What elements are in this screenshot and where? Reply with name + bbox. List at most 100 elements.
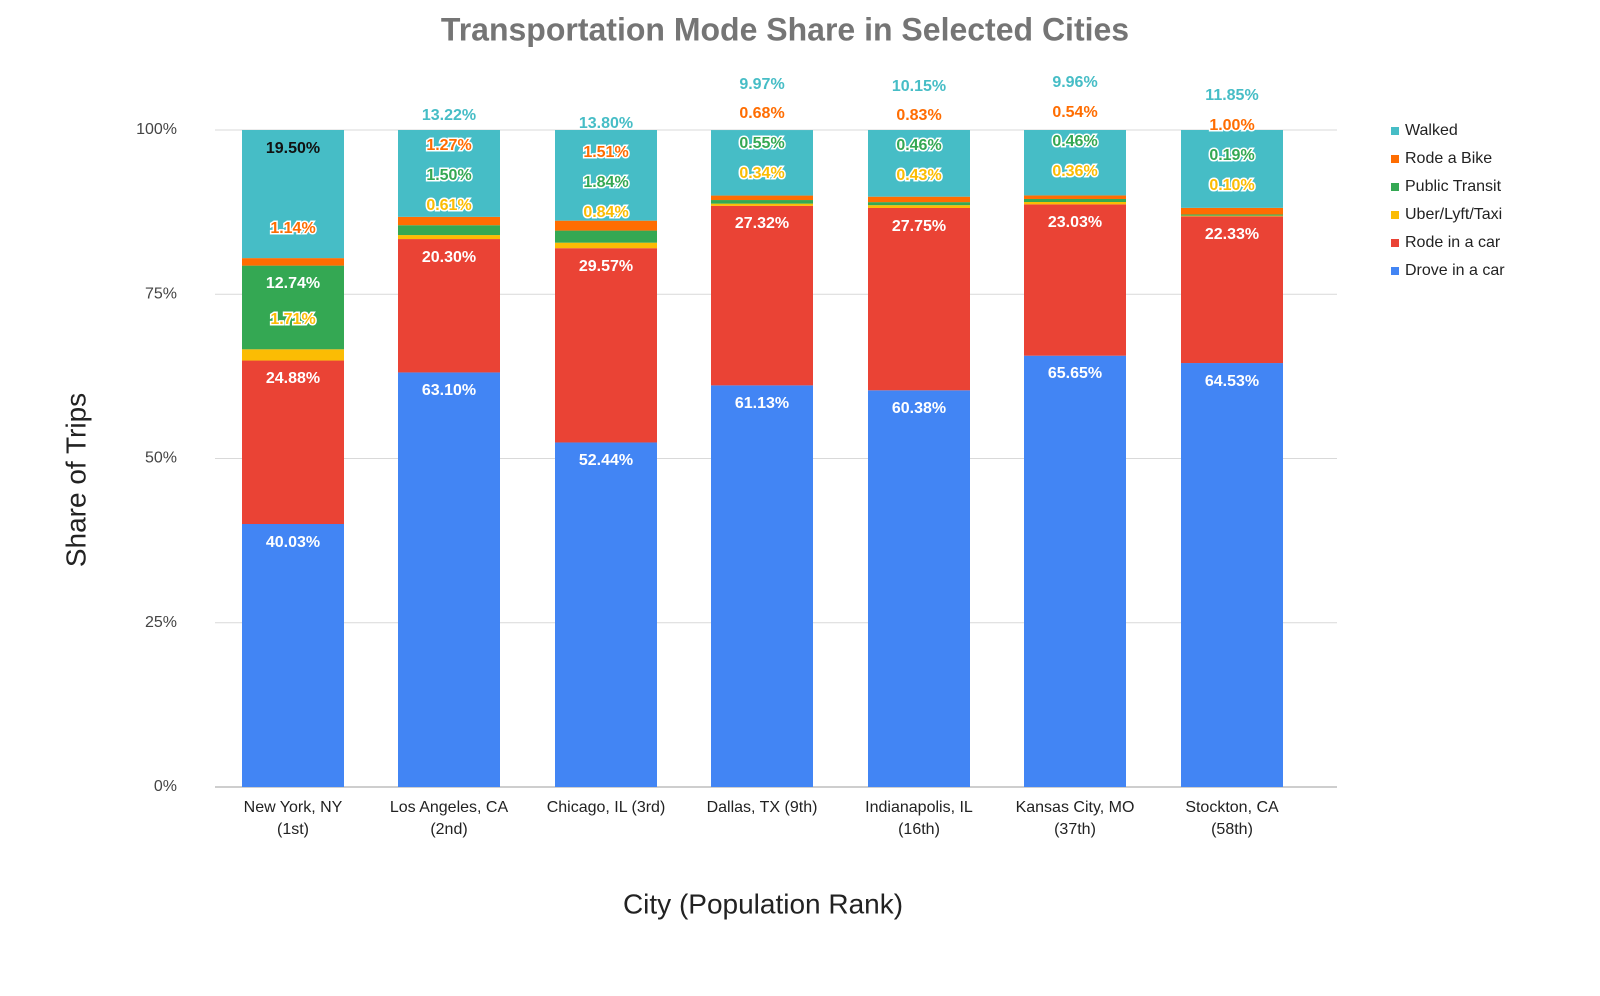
y-tick-label: 100% bbox=[136, 121, 177, 138]
x-tick-label: Indianapolis, IL bbox=[865, 799, 973, 816]
data-label: 0.54% bbox=[1052, 104, 1097, 121]
x-tick-label: Chicago, IL (3rd) bbox=[547, 799, 666, 816]
bar-segment-drove-in-a-car[interactable] bbox=[1024, 355, 1126, 787]
x-tick-label: Stockton, CA bbox=[1185, 799, 1279, 816]
data-label: 0.43% bbox=[896, 167, 941, 184]
legend-label: Walked bbox=[1405, 122, 1458, 139]
legend-item[interactable]: Uber/Lyft/Taxi bbox=[1391, 206, 1502, 223]
bar-segment-public-transit[interactable] bbox=[398, 225, 500, 236]
data-label: 0.84% bbox=[583, 204, 628, 221]
data-label: 40.03% bbox=[266, 534, 320, 551]
x-tick-label: (16th) bbox=[898, 821, 940, 838]
y-tick-label: 50% bbox=[145, 450, 177, 467]
x-tick-label: Dallas, TX (9th) bbox=[707, 799, 818, 816]
data-label: 19.50% bbox=[266, 140, 320, 157]
bar-segment-walked[interactable] bbox=[868, 130, 970, 197]
data-label: 10.15% bbox=[892, 78, 946, 95]
legend-swatch bbox=[1391, 155, 1399, 163]
bar-segment-uber-lyft-taxi[interactable] bbox=[1181, 215, 1283, 217]
x-tick-label: (1st) bbox=[277, 821, 309, 838]
bar-segment-walked[interactable] bbox=[398, 130, 500, 217]
data-label: 1.51% bbox=[583, 144, 628, 161]
bar-segment-uber-lyft-taxi[interactable] bbox=[711, 203, 813, 206]
legend-item[interactable]: Walked bbox=[1391, 122, 1458, 139]
bar-segment-rode-a-bike[interactable] bbox=[555, 220, 657, 231]
bar-segment-public-transit[interactable] bbox=[555, 230, 657, 243]
bar-segment-rode-a-bike[interactable] bbox=[711, 195, 813, 201]
bar-segment-walked[interactable] bbox=[1024, 130, 1126, 196]
data-label: 0.55% bbox=[739, 135, 784, 152]
x-tick-label: Kansas City, MO bbox=[1016, 799, 1135, 816]
bar-segment-rode-a-bike[interactable] bbox=[1024, 195, 1126, 199]
legend-label: Uber/Lyft/Taxi bbox=[1405, 206, 1502, 223]
data-label: 1.71% bbox=[270, 311, 315, 328]
bar-segment-rode-in-a-car[interactable] bbox=[398, 239, 500, 373]
data-label: 0.36% bbox=[1052, 163, 1097, 180]
data-label: 27.75% bbox=[892, 218, 946, 235]
data-label: 1.14% bbox=[270, 220, 315, 237]
data-label: 0.46% bbox=[896, 137, 941, 154]
data-label: 0.61% bbox=[426, 197, 471, 214]
bar-segment-drove-in-a-car[interactable] bbox=[1181, 363, 1283, 787]
data-label: 0.46% bbox=[1052, 133, 1097, 150]
legend-item[interactable]: Rode a Bike bbox=[1391, 150, 1492, 167]
bar-segment-public-transit[interactable] bbox=[711, 200, 813, 204]
data-label: 13.22% bbox=[422, 107, 476, 124]
chart-title: Transportation Mode Share in Selected Ci… bbox=[441, 11, 1129, 47]
bar-segment-walked[interactable] bbox=[242, 130, 344, 259]
legend-swatch bbox=[1391, 183, 1399, 191]
data-label: 64.53% bbox=[1205, 373, 1259, 390]
bar-segment-public-transit[interactable] bbox=[1181, 214, 1283, 216]
data-label: 11.85% bbox=[1205, 87, 1258, 104]
bar-segment-rode-in-a-car[interactable] bbox=[555, 248, 657, 443]
legend-swatch bbox=[1391, 267, 1399, 275]
bar-segment-rode-in-a-car[interactable] bbox=[1024, 204, 1126, 356]
bar-segment-uber-lyft-taxi[interactable] bbox=[1024, 202, 1126, 205]
bar-segment-public-transit[interactable] bbox=[242, 265, 344, 350]
x-tick-label: New York, NY bbox=[244, 799, 343, 816]
data-label: 29.57% bbox=[579, 258, 633, 275]
y-tick-label: 25% bbox=[145, 614, 177, 631]
data-label: 65.65% bbox=[1048, 365, 1102, 382]
data-label: 27.32% bbox=[735, 215, 789, 232]
bar-segment-drove-in-a-car[interactable] bbox=[398, 372, 500, 787]
data-label: 0.34% bbox=[739, 165, 784, 182]
bar-segment-rode-a-bike[interactable] bbox=[868, 196, 970, 203]
data-label: 1.00% bbox=[1209, 117, 1254, 134]
bar-segment-uber-lyft-taxi[interactable] bbox=[555, 242, 657, 249]
bar-segment-rode-in-a-car[interactable] bbox=[711, 205, 813, 386]
bar-segment-drove-in-a-car[interactable] bbox=[711, 385, 813, 787]
bar-segment-walked[interactable] bbox=[711, 130, 813, 196]
bar-segment-public-transit[interactable] bbox=[868, 202, 970, 206]
data-label: 1.27% bbox=[426, 137, 471, 154]
bar-segment-drove-in-a-car[interactable] bbox=[555, 442, 657, 787]
bar-segment-rode-in-a-car[interactable] bbox=[1181, 216, 1283, 364]
data-label: 9.96% bbox=[1052, 74, 1097, 91]
bar-segment-uber-lyft-taxi[interactable] bbox=[242, 349, 344, 361]
bar-segment-walked[interactable] bbox=[1181, 130, 1283, 208]
data-label: 1.50% bbox=[426, 167, 471, 184]
bar-segment-uber-lyft-taxi[interactable] bbox=[868, 205, 970, 208]
bar-segment-rode-a-bike[interactable] bbox=[242, 258, 344, 266]
bar-segment-drove-in-a-car[interactable] bbox=[242, 524, 344, 787]
legend-label: Drove in a car bbox=[1405, 262, 1505, 279]
bar-segment-public-transit[interactable] bbox=[1024, 198, 1126, 203]
y-axis-label: Share of Trips bbox=[60, 393, 91, 567]
x-tick-label: (2nd) bbox=[430, 821, 467, 838]
bar-segment-uber-lyft-taxi[interactable] bbox=[398, 235, 500, 240]
bar-segment-rode-a-bike[interactable] bbox=[398, 216, 500, 226]
bar-segment-rode-in-a-car[interactable] bbox=[242, 360, 344, 525]
legend-item[interactable]: Public Transit bbox=[1391, 178, 1502, 195]
data-label: 0.10% bbox=[1209, 177, 1254, 194]
data-label: 0.68% bbox=[739, 105, 784, 122]
bar-segment-drove-in-a-car[interactable] bbox=[868, 390, 970, 787]
x-tick-label: (37th) bbox=[1054, 821, 1096, 838]
legend-item[interactable]: Rode in a car bbox=[1391, 234, 1501, 251]
bar-segment-rode-in-a-car[interactable] bbox=[868, 207, 970, 391]
x-axis-label: City (Population Rank) bbox=[623, 888, 903, 919]
legend-item[interactable]: Drove in a car bbox=[1391, 262, 1505, 279]
bar-segment-rode-a-bike[interactable] bbox=[1181, 207, 1283, 215]
bar-segment-walked[interactable] bbox=[555, 130, 657, 221]
data-label: 1.84% bbox=[583, 174, 628, 191]
